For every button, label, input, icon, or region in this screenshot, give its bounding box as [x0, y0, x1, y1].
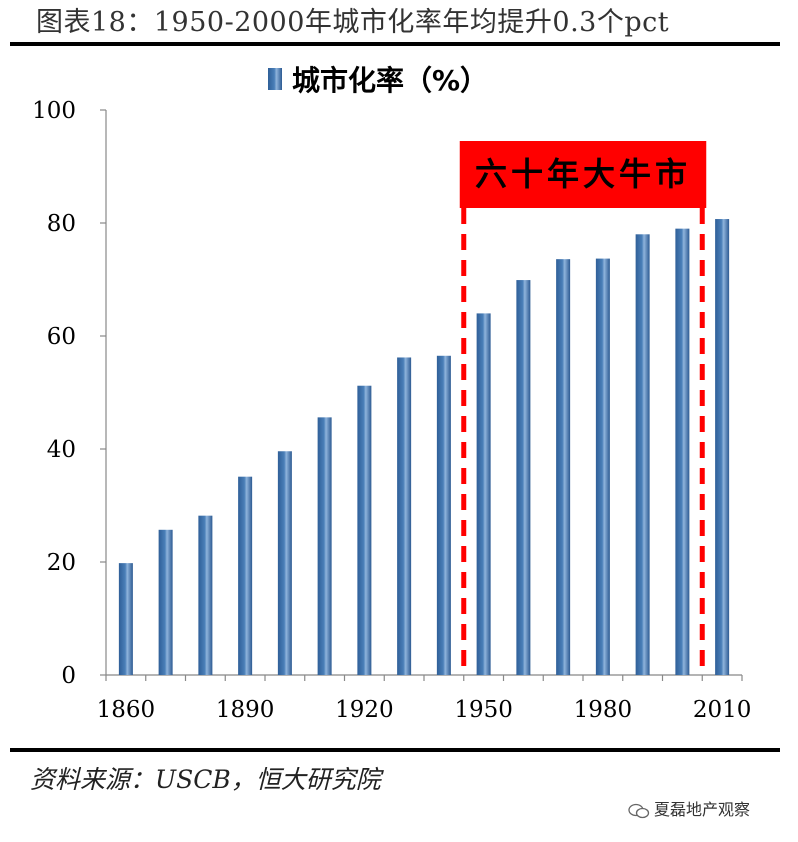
source-note: 资料来源：USCB，恒大研究院: [30, 765, 381, 794]
bar: [436, 355, 451, 675]
y-tick-label: 80: [47, 211, 76, 237]
figure-title: 图表18：1950-2000年城市化率年均提升0.3个pct: [36, 7, 670, 38]
bottom-rule: [10, 748, 780, 752]
y-tick-label: 40: [47, 437, 76, 463]
highlight-box: [459, 141, 707, 208]
x-tick-label: 1980: [574, 697, 633, 723]
watermark: 夏磊地产观察: [628, 796, 750, 820]
urbanization-chart: 城市化率（%） 0 20 40 60 80 100 1860 1890 1920 1950 1980 2…: [32, 64, 752, 723]
bar: [635, 234, 650, 676]
x-tick-label: 1890: [216, 697, 275, 723]
y-tick-label: 0: [61, 663, 76, 689]
legend-label: 城市化率（%）: [292, 64, 488, 97]
bar: [238, 476, 253, 675]
bar: [595, 258, 610, 675]
bar: [556, 259, 571, 675]
legend-swatch: [268, 68, 282, 90]
bar: [198, 515, 213, 675]
top-rule: [10, 42, 780, 46]
wechat-icon: [628, 803, 650, 818]
bar: [516, 280, 531, 675]
y-tick-label: 100: [32, 98, 76, 124]
x-tick-label: 2010: [693, 697, 752, 723]
bar: [317, 417, 332, 675]
x-tick-label: 1860: [97, 697, 156, 723]
bar: [277, 451, 292, 675]
bar: [675, 228, 690, 675]
bar: [357, 385, 372, 675]
bar: [158, 529, 173, 675]
bar: [476, 313, 491, 675]
watermark-text: 夏磊地产观察: [654, 800, 751, 819]
y-tick-label: 60: [47, 324, 76, 350]
x-tick-label: 1950: [454, 697, 513, 723]
x-tick-label: 1920: [335, 697, 394, 723]
bar: [715, 219, 730, 676]
highlight-label: 六十年大牛市: [475, 155, 691, 193]
bar: [118, 563, 133, 675]
bar: [397, 357, 412, 675]
y-tick-label: 20: [47, 550, 76, 576]
